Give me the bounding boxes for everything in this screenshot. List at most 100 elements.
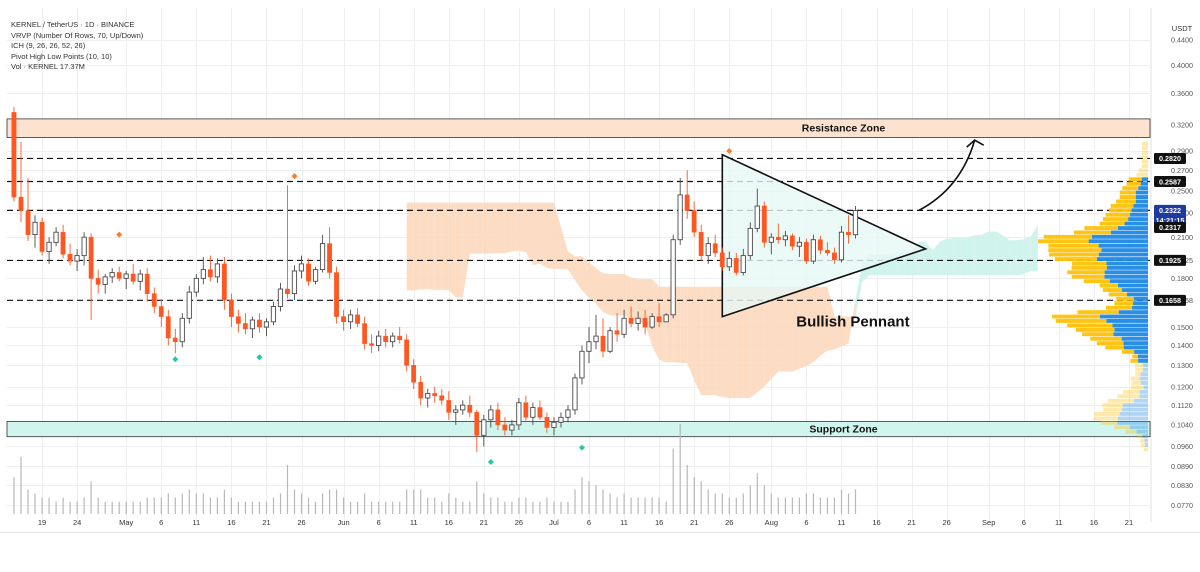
volume-bar	[181, 493, 183, 514]
time-tick-label: 11	[620, 518, 628, 527]
volume-bar	[146, 497, 148, 514]
candle-down	[362, 316, 368, 350]
price-tag: 0.2322	[1154, 204, 1186, 216]
price-tag-box	[1154, 254, 1186, 266]
candle-up	[102, 274, 108, 294]
vrvp-bar-down	[1100, 420, 1118, 425]
candle-body	[509, 424, 515, 431]
candle-body	[593, 335, 599, 343]
cloud-segment	[771, 286, 779, 379]
price-tick-label: 0.1800	[1171, 274, 1193, 283]
price-tick-label: 0.0830	[1171, 481, 1193, 490]
candle-body	[614, 330, 620, 335]
vrvp-bar-up	[1109, 279, 1148, 284]
vrvp-indicator-label[interactable]: VRVP (Number Of Rows, 70, Up/Down)	[11, 30, 144, 40]
volume-bar	[455, 497, 457, 514]
time-tick-label: 19	[38, 518, 46, 527]
volume-bar	[791, 497, 793, 514]
volume-bar	[756, 473, 758, 514]
candle-up	[754, 188, 760, 233]
candle-down	[95, 269, 101, 294]
price-tag: 0.1925	[1154, 254, 1186, 266]
candle-up	[179, 313, 185, 348]
cloud-segment	[841, 316, 849, 347]
time-tick-label: 6	[1022, 518, 1026, 527]
pivot-low-marker	[579, 444, 586, 451]
pivot-markers	[116, 147, 733, 466]
volume-bar	[525, 497, 527, 514]
volume-bar	[125, 501, 127, 514]
candle-up	[607, 327, 613, 354]
volume-bar	[644, 497, 646, 514]
candle-up	[109, 268, 115, 283]
vrvp-bar-up	[1114, 327, 1148, 332]
volume-bar	[798, 497, 800, 514]
symbol-title[interactable]: KERNEL / TetherUS · 1D · BINANCE	[11, 20, 135, 29]
cloud-segment	[1023, 236, 1031, 274]
ichimoku-indicator-label[interactable]: ICH (9, 26, 26, 52, 26)	[11, 41, 86, 50]
volume-bar	[728, 497, 730, 514]
volume-bar	[195, 493, 197, 514]
candle-body	[95, 278, 101, 285]
candle-body	[221, 263, 227, 301]
candle-body	[544, 417, 550, 428]
volume-bar	[672, 448, 674, 514]
cloud-segment	[813, 286, 821, 363]
vrvp-bar-up	[1088, 239, 1148, 244]
vrvp-bar-down	[1096, 341, 1124, 346]
vrvp-bar-down	[1099, 283, 1118, 288]
volume-bar	[665, 501, 667, 514]
ichimoku-cloud	[406, 202, 1038, 398]
candle-body	[137, 273, 143, 282]
price-tick-label: 0.2700	[1171, 166, 1193, 175]
volume-bar	[216, 497, 218, 514]
cloud-segment	[1030, 225, 1038, 271]
volume-bar	[714, 493, 716, 514]
arrow-curve	[918, 139, 976, 212]
candle-down	[397, 327, 403, 344]
candle-up	[852, 206, 859, 239]
candle-down	[825, 242, 830, 256]
cloud-segment	[715, 286, 723, 397]
candle-down	[656, 303, 662, 328]
volume-bar	[237, 501, 239, 514]
pivot-indicator-label[interactable]: Pivot High Low Points (10, 10)	[11, 51, 112, 61]
vrvp-bar-down	[1114, 301, 1133, 306]
volume-bar	[539, 501, 541, 514]
candle-up	[635, 311, 641, 331]
volume-bar	[770, 493, 772, 514]
volume-indicator-label[interactable]: Vol · KERNEL 17.37M	[11, 62, 85, 71]
time-tick-label: Jul	[549, 518, 559, 527]
price-tag-box	[1154, 152, 1186, 164]
candle-body	[516, 402, 522, 426]
candle-body	[277, 288, 284, 307]
volume-bar	[343, 497, 345, 514]
cloud-segment	[834, 316, 842, 350]
candle-down	[698, 224, 704, 262]
vrvp-bar-down	[1108, 292, 1127, 297]
candle-down	[719, 247, 725, 271]
cloud-segment	[406, 202, 414, 291]
candle-body	[446, 400, 452, 413]
candle-body	[263, 321, 270, 328]
cloud-segment	[582, 256, 589, 298]
candle-down	[116, 266, 122, 282]
volume-bar	[693, 477, 695, 514]
vrvp-bar-down	[1048, 243, 1099, 248]
candle-down	[242, 313, 248, 335]
candle-up	[453, 405, 459, 425]
candle-body	[565, 409, 571, 418]
candle-body	[705, 243, 711, 257]
candle-body	[432, 393, 438, 396]
vrvp-bar-down	[1131, 381, 1141, 385]
volume-bar	[637, 497, 639, 514]
vrvp-bar-down	[1142, 155, 1148, 160]
vrvp-bar-down	[1128, 177, 1142, 182]
candle-body	[789, 235, 795, 247]
candle-body	[572, 377, 578, 411]
vrvp-bar-down	[1122, 186, 1139, 191]
volume-bar	[497, 497, 499, 514]
volume-bar	[392, 501, 394, 514]
